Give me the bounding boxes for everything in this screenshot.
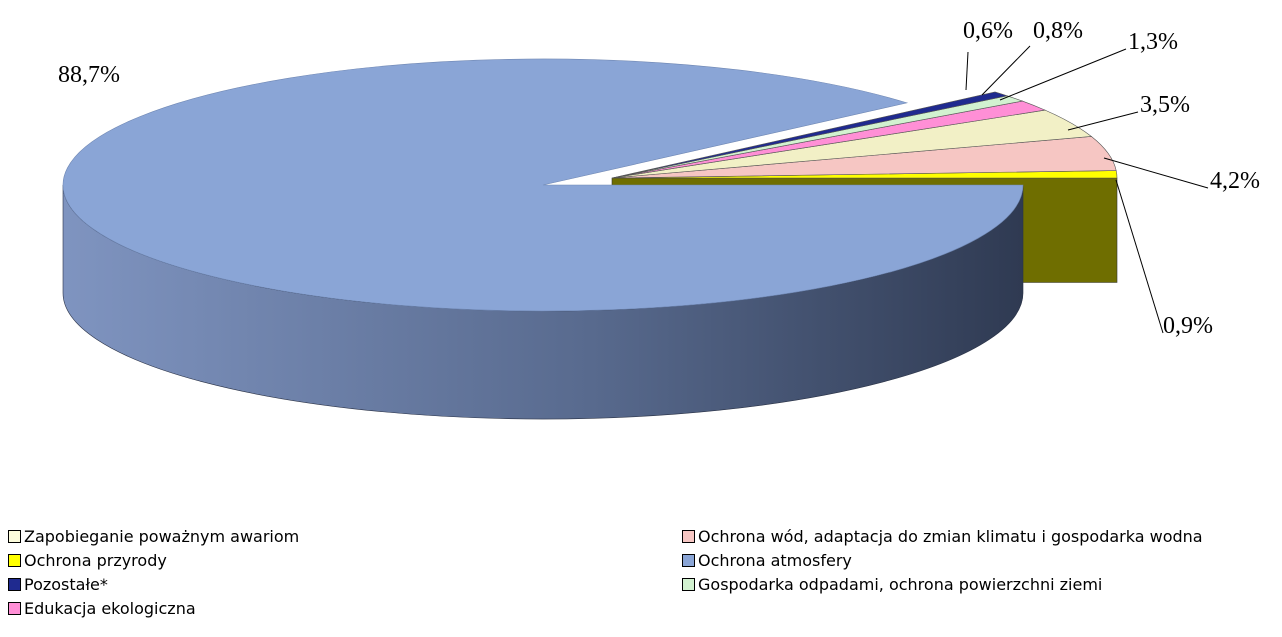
legend-item-gospodarka-odpadami: Gospodarka odpadami, ochrona powierzchni… — [682, 573, 1102, 595]
legend-swatch — [8, 529, 21, 543]
legend-swatch — [682, 529, 695, 543]
pie-slice — [611, 91, 1009, 179]
legend-item-ochrona-przyrody: Ochrona przyrody — [8, 549, 167, 571]
data-label: 0,8% — [1033, 18, 1083, 44]
legend: Zapobieganie poważnym awariom Ochrona pr… — [0, 523, 1282, 637]
data-label: 3,5% — [1140, 92, 1190, 118]
legend-swatch — [8, 601, 21, 615]
legend-swatch — [682, 577, 695, 591]
legend-label: Pozostałe* — [24, 574, 108, 594]
legend-label: Ochrona atmosfery — [698, 550, 852, 570]
leader-line — [981, 45, 1031, 96]
legend-item-ochrona-atmosfery: Ochrona atmosfery — [682, 549, 852, 571]
data-label: 88,7% — [58, 62, 120, 88]
leader-line — [965, 51, 969, 91]
legend-label: Edukacja ekologiczna — [24, 598, 196, 618]
leader-line — [1103, 157, 1209, 189]
pie-slice — [62, 58, 1024, 312]
legend-label: Ochrona przyrody — [24, 550, 167, 570]
legend-item-edukacja: Edukacja ekologiczna — [8, 597, 196, 619]
legend-item-zapobieganie: Zapobieganie poważnym awariom — [8, 525, 299, 547]
data-label: 0,6% — [963, 18, 1013, 44]
legend-swatch — [8, 553, 21, 567]
leader-line — [999, 48, 1127, 101]
legend-swatch — [8, 577, 21, 591]
data-label: 0,9% — [1163, 313, 1213, 339]
legend-label: Gospodarka odpadami, ochrona powierzchni… — [698, 574, 1103, 594]
data-label: 1,3% — [1128, 29, 1178, 55]
leader-line — [1115, 179, 1164, 334]
leader-line — [1067, 111, 1139, 131]
legend-item-ochrona-wod: Ochrona wód, adaptacja do zmian klimatu … — [682, 525, 1203, 547]
pie-chart: 0,9% 4,2% 3,5% 1,3% 0,8% 0,6% 88,7% — [58, 18, 1260, 420]
legend-label: Ochrona wód, adaptacja do zmian klimatu … — [698, 526, 1203, 546]
legend-item-pozostale: Pozostałe* — [8, 573, 108, 595]
legend-label: Zapobieganie poważnym awariom — [24, 526, 300, 546]
data-label: 4,2% — [1210, 168, 1260, 194]
legend-swatch — [682, 553, 695, 567]
